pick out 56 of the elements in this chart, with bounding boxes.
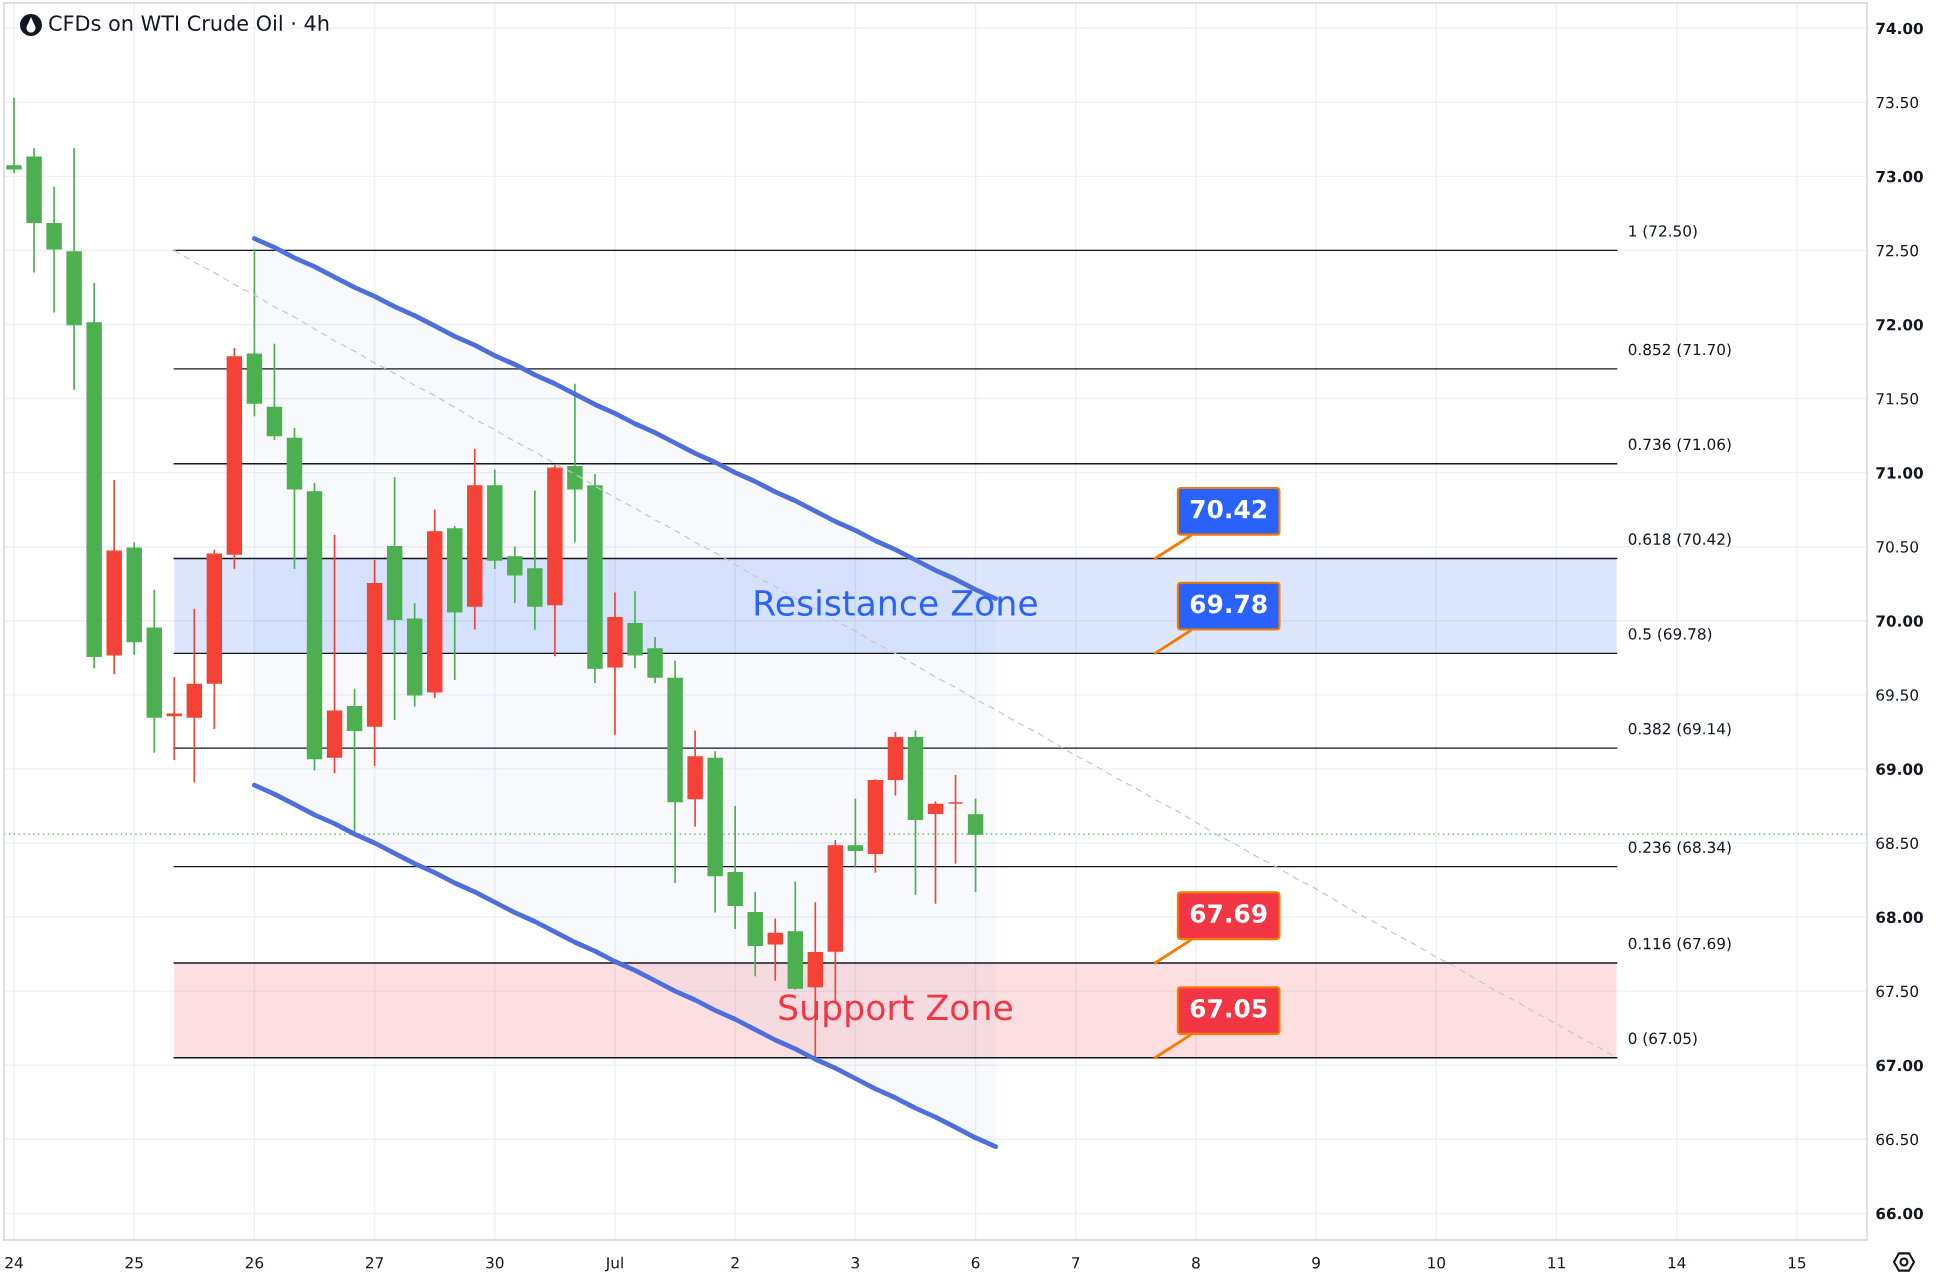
x-tick-label: 27 <box>366 1256 384 1269</box>
x-tick-label: 8 <box>1192 1256 1200 1269</box>
y-tick-label: 71.00 <box>1876 467 1923 479</box>
x-tick-label: 25 <box>125 1256 143 1269</box>
ref-line-label: 0.116 (67.69) <box>1628 937 1731 952</box>
x-tick-label: 3 <box>851 1256 860 1269</box>
ref-line-label: 0.5 (69.78) <box>1628 627 1712 642</box>
y-tick-label: 73.00 <box>1876 170 1923 183</box>
annotation: 69.78 <box>1190 594 1267 614</box>
ref-line-label: 0.236 (68.34) <box>1628 841 1731 855</box>
candlestick <box>166 676 182 761</box>
candlestick <box>507 545 523 604</box>
y-tick-label: 67.00 <box>1876 1059 1923 1072</box>
candlestick <box>6 96 22 175</box>
candlestick <box>947 773 964 865</box>
y-tick-label: 69.50 <box>1876 689 1919 701</box>
x-tick-label: 14 <box>1668 1257 1686 1269</box>
x-tick-label: Jul <box>604 1256 623 1272</box>
x-tick-label: 26 <box>245 1256 264 1269</box>
ref-line-label: 0 (67.05) <box>1628 1032 1697 1046</box>
y-tick-label: 74.00 <box>1876 22 1923 35</box>
x-tick-label: 7 <box>1072 1257 1080 1269</box>
y-tick-label: 70.00 <box>1876 615 1923 627</box>
annotation: 67.05 <box>1190 998 1267 1018</box>
y-tick-label: 72.50 <box>1876 244 1919 257</box>
x-tick-label: 15 <box>1788 1257 1806 1269</box>
chart-title: CFDs on WTI Crude Oil · 4h <box>49 14 329 32</box>
y-tick-label: 70.50 <box>1876 541 1919 553</box>
y-tick-label: 66.00 <box>1876 1207 1923 1220</box>
ref-line-label: 0.736 (71.06) <box>1628 438 1731 452</box>
candlestick <box>847 797 864 868</box>
ref-line-label: 0.852 (71.70) <box>1628 343 1731 358</box>
y-tick-label: 68.00 <box>1876 911 1923 924</box>
candlestick <box>927 800 944 905</box>
candlestick <box>767 917 783 982</box>
y-tick-label: 71.50 <box>1876 393 1919 405</box>
x-tick-label: 11 <box>1548 1257 1565 1269</box>
y-tick-label: 66.50 <box>1876 1133 1919 1146</box>
annotation: 67.69 <box>1190 904 1267 923</box>
y-tick-label: 67.50 <box>1876 985 1919 998</box>
ref-line-label: 1 (72.50) <box>1629 224 1697 239</box>
y-tick-label: 73.50 <box>1876 96 1919 109</box>
band-label: Resistance Zone <box>755 589 1037 617</box>
annotation: 70.42 <box>1190 499 1267 519</box>
candlestick <box>567 382 583 544</box>
x-tick-label: 9 <box>1312 1256 1320 1269</box>
x-tick-label: 30 <box>486 1256 504 1269</box>
ref-line-label: 0.382 (69.14) <box>1628 722 1731 737</box>
y-tick-label: 72.00 <box>1876 318 1923 331</box>
x-tick-label: 24 <box>5 1256 23 1269</box>
x-tick-label: 6 <box>971 1256 980 1269</box>
x-tick-label: 10 <box>1428 1256 1446 1269</box>
x-tick-label: 2 <box>731 1256 739 1269</box>
y-tick-label: 68.50 <box>1876 837 1919 849</box>
ref-line-label: 0.618 (70.42) <box>1628 533 1731 547</box>
y-tick-label: 69.00 <box>1876 763 1923 775</box>
